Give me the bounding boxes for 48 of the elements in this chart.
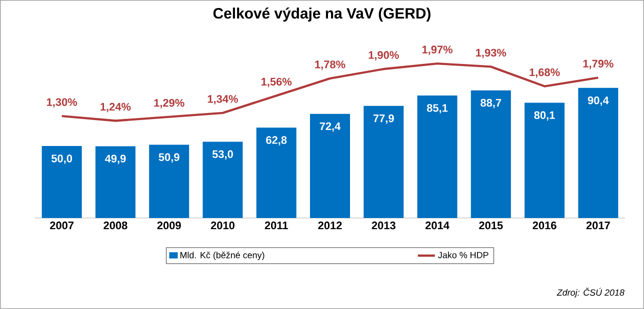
data-label: 62,8 — [266, 136, 287, 146]
bar — [470, 90, 511, 218]
chart-title: Celkové výdaje na VaV (GERD) — [213, 8, 430, 22]
bar — [149, 144, 190, 218]
data-label: 1,79% — [583, 60, 614, 70]
bar — [95, 146, 136, 218]
text: Zdroj: ČSÚ 2018 — [556, 288, 624, 298]
x-tick-label: 2014 — [425, 222, 450, 230]
data-label: 50,0 — [51, 154, 72, 164]
x-tick-label: 2010 — [210, 222, 234, 230]
bar — [256, 128, 296, 218]
data-label: 88,7 — [480, 98, 502, 108]
bar — [202, 142, 243, 218]
data-label: 85,1 — [426, 104, 448, 114]
bar — [42, 146, 82, 218]
x-tick-label: 2009 — [157, 222, 181, 230]
data-label: 50,9 — [158, 153, 180, 163]
data-label: 1,78% — [315, 60, 346, 70]
x-tick-label: 2008 — [104, 222, 128, 230]
data-label: 1,97% — [422, 46, 453, 56]
data-label: 1,24% — [100, 102, 131, 112]
data-label: 1,29% — [154, 98, 184, 108]
bar — [417, 96, 458, 218]
data-label: 90,4 — [588, 96, 609, 106]
bar — [578, 88, 618, 218]
data-label: 1,30% — [46, 98, 78, 108]
bar — [364, 106, 404, 218]
x-tick-label: 2017 — [586, 222, 610, 230]
data-label: 1,93% — [476, 48, 506, 58]
data-label: 80,1 — [534, 111, 555, 121]
data-label: 53,0 — [212, 150, 233, 160]
bar — [524, 102, 565, 218]
data-label: 1,56% — [262, 78, 292, 88]
x-tick-label: 2013 — [372, 222, 396, 230]
data-label: 1,90% — [368, 51, 399, 61]
x-tick-label: 2016 — [532, 222, 556, 230]
data-label: 1,34% — [208, 95, 238, 104]
data-label: 72,4 — [320, 122, 341, 132]
x-tick-label: 2015 — [479, 222, 503, 230]
legend-label: Mld. Kč (běžné ceny) — [180, 252, 264, 260]
x-tick-label: 2011 — [264, 222, 288, 230]
x-tick-label: 2007 — [50, 222, 74, 230]
data-label: 1,68% — [530, 68, 560, 78]
x-tick-label: 2012 — [318, 222, 342, 230]
data-label: 49,9 — [104, 154, 126, 164]
legend-label: Jako % HDP — [438, 252, 488, 258]
data-label: 77,9 — [373, 114, 394, 124]
bar — [310, 114, 350, 218]
